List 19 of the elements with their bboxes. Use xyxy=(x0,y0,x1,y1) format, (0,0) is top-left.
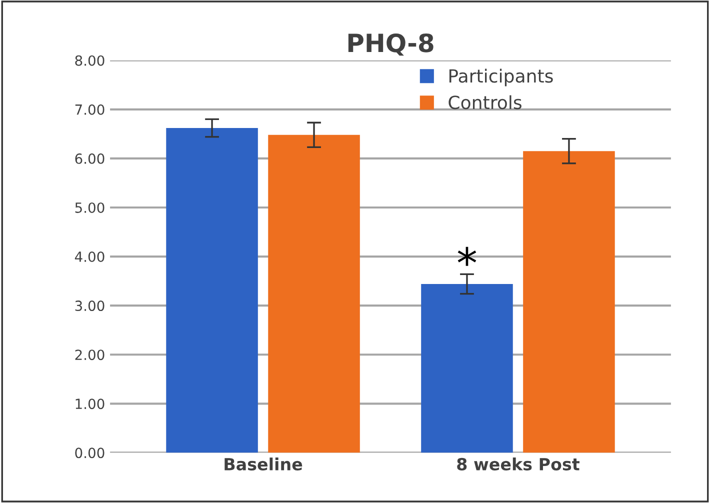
bar xyxy=(523,151,615,453)
y-tick-label: 6.00 xyxy=(75,153,104,164)
bar xyxy=(268,134,360,453)
legend-label: Controls xyxy=(448,95,522,110)
y-tick-label: 2.00 xyxy=(75,350,104,360)
bar xyxy=(421,284,513,453)
chart-title: PHQ-8 xyxy=(348,33,434,56)
legend-label: Participants xyxy=(449,68,553,86)
y-tick-label: 5.00 xyxy=(75,202,104,213)
x-tick-label: Baseline xyxy=(224,458,302,470)
y-tick-label: 4.00 xyxy=(74,252,104,262)
y-tick-label: 3.00 xyxy=(75,300,104,312)
x-tick-label: 8 weeks Post xyxy=(457,458,580,470)
y-tick-label: 0.00 xyxy=(75,448,104,458)
y-tick-label: 8.00 xyxy=(75,55,104,66)
bar xyxy=(166,128,258,453)
y-tick-label: 1.00 xyxy=(76,398,104,410)
y-tick-label: 7.00 xyxy=(75,104,104,115)
annotation: * xyxy=(458,246,476,266)
